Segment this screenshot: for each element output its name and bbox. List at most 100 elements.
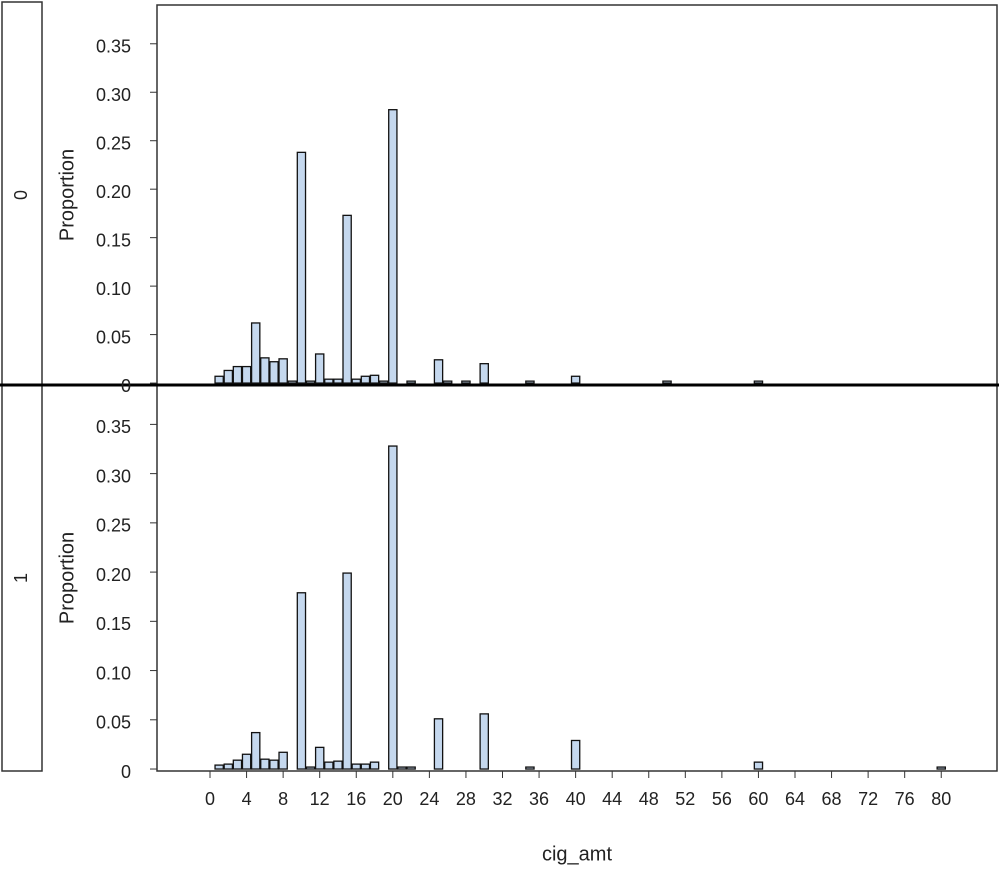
bar <box>296 592 307 770</box>
bar <box>232 759 243 770</box>
bar <box>223 369 234 384</box>
bar <box>250 731 261 770</box>
bar <box>287 380 298 384</box>
bar <box>241 753 252 770</box>
bar <box>753 380 764 384</box>
x-tick-label: 68 <box>822 789 842 809</box>
bar <box>479 713 489 770</box>
bar <box>433 359 444 384</box>
y-tick-label: 0.35 <box>96 417 131 437</box>
y-tick-label: 0.10 <box>96 663 131 683</box>
x-tick-label: 64 <box>785 789 805 809</box>
y-axis-label: Proportion <box>56 149 78 241</box>
bar <box>662 380 672 384</box>
bar <box>314 353 325 384</box>
bar <box>479 363 489 384</box>
y-axis-label: Proportion <box>56 532 78 624</box>
x-tick-label: 36 <box>529 789 549 809</box>
panel-label: 0 <box>11 190 31 200</box>
x-tick-label: 28 <box>456 789 476 809</box>
bar <box>397 766 407 770</box>
bar <box>388 109 398 384</box>
x-tick-label: 0 <box>205 789 215 809</box>
x-tick-label: 72 <box>858 789 878 809</box>
bar <box>214 375 224 384</box>
x-tick-label: 48 <box>639 789 659 809</box>
x-tick-label: 16 <box>346 789 366 809</box>
y-tick-label: 0.20 <box>96 565 131 585</box>
x-tick-label: 24 <box>419 789 439 809</box>
bar <box>296 151 307 384</box>
x-tick-label: 4 <box>242 789 252 809</box>
bar <box>324 761 334 770</box>
bar <box>314 746 325 770</box>
y-tick-label: 0.30 <box>96 466 131 486</box>
bar <box>360 763 371 770</box>
bar <box>570 739 581 770</box>
panel-frame <box>156 384 998 772</box>
bar <box>388 445 398 770</box>
x-tick-label: 20 <box>383 789 403 809</box>
x-tick-label: 80 <box>931 789 951 809</box>
bar <box>260 758 270 770</box>
bar <box>360 375 371 384</box>
bar <box>936 766 947 770</box>
bar <box>260 357 270 384</box>
x-tick-label: 8 <box>278 789 288 809</box>
y-tick-label: 0.05 <box>96 713 131 733</box>
bar <box>753 761 764 770</box>
x-tick-label: 56 <box>712 789 732 809</box>
y-tick-label: 0.20 <box>96 182 131 202</box>
y-tick-label: 0.25 <box>96 516 131 536</box>
bar <box>525 766 535 770</box>
bar <box>570 375 581 384</box>
bar <box>351 763 362 770</box>
bar <box>278 358 288 384</box>
bar <box>250 322 261 384</box>
bar <box>342 214 352 384</box>
bar <box>378 380 389 384</box>
y-tick-label: 0 <box>121 376 131 396</box>
x-tick-label: 44 <box>602 789 622 809</box>
bar <box>333 378 343 384</box>
panel-label: 1 <box>11 573 31 583</box>
bar <box>278 751 288 770</box>
y-tick-label: 0.35 <box>96 37 131 57</box>
y-tick-label: 0 <box>121 762 131 782</box>
x-axis-label: cig_amt <box>542 843 612 865</box>
y-tick-label: 0.15 <box>96 230 131 250</box>
y-tick-label: 0.10 <box>96 279 131 299</box>
bar <box>269 759 279 770</box>
bar <box>305 766 316 770</box>
bar <box>525 380 535 384</box>
bar <box>406 380 416 384</box>
x-tick-label: 76 <box>895 789 915 809</box>
y-tick-label: 0.25 <box>96 133 131 153</box>
y-tick-label: 0.15 <box>96 614 131 634</box>
x-tick-label: 52 <box>675 789 695 809</box>
bar <box>223 763 234 770</box>
y-tick-label: 0.30 <box>96 85 131 105</box>
bar <box>406 766 416 770</box>
bar <box>433 718 444 770</box>
bar <box>214 764 224 770</box>
bar <box>269 361 279 384</box>
x-tick-label: 40 <box>566 789 586 809</box>
bar <box>241 365 252 384</box>
bar <box>461 380 471 384</box>
x-tick-label: 12 <box>310 789 330 809</box>
y-tick-label: 0.05 <box>96 327 131 347</box>
bar <box>369 761 380 770</box>
panel-frame <box>156 4 998 386</box>
bar <box>442 380 453 384</box>
bar <box>324 378 334 384</box>
x-tick-label: 60 <box>748 789 768 809</box>
bar <box>232 365 243 384</box>
bar <box>342 572 352 770</box>
bar <box>333 760 343 770</box>
x-tick-label: 32 <box>492 789 512 809</box>
bar <box>369 374 380 384</box>
bar <box>305 380 316 384</box>
